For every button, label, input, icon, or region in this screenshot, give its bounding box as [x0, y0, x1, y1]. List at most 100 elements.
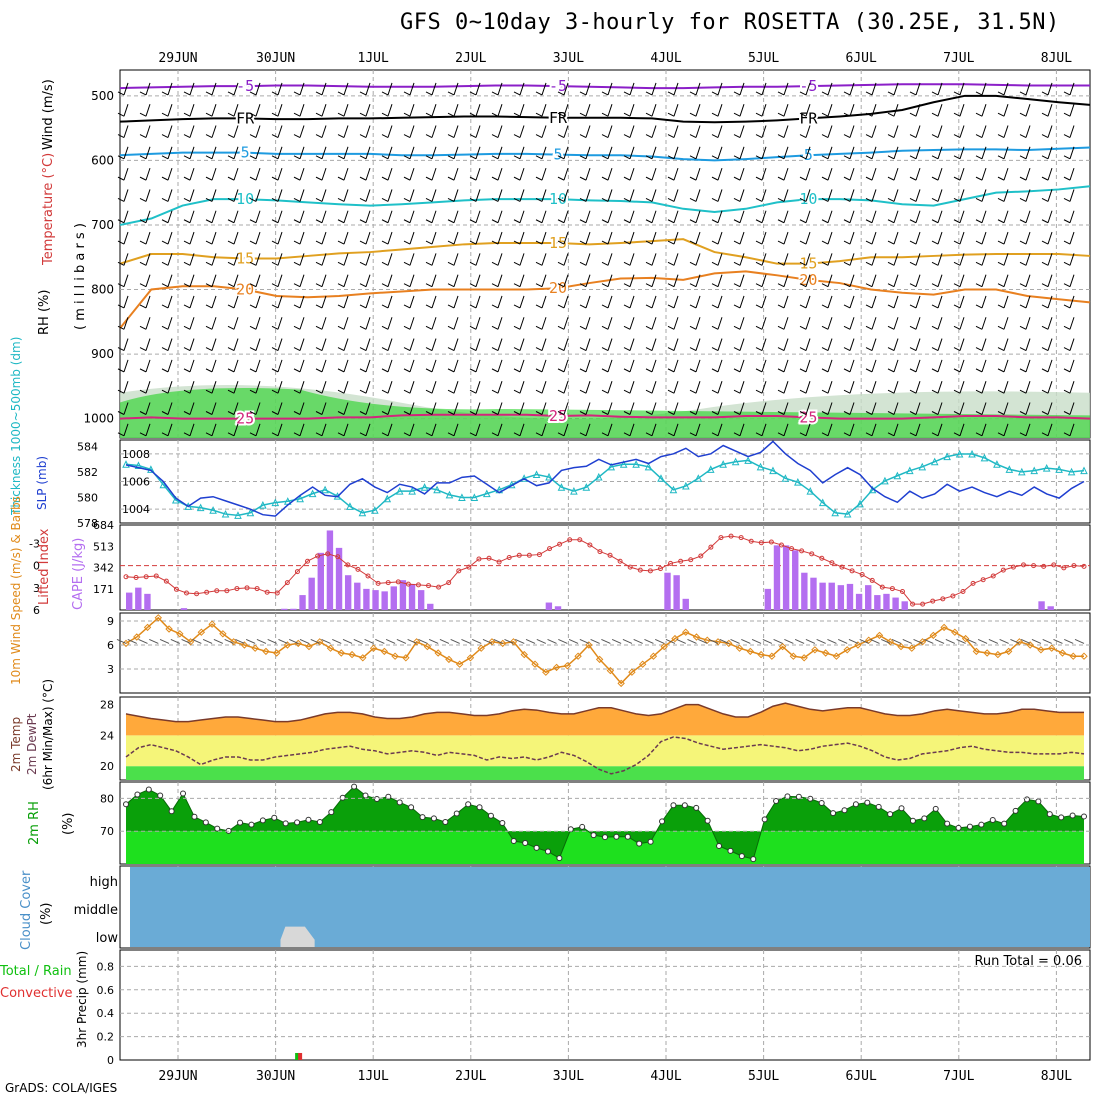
- wind-barb-flag: [909, 432, 917, 437]
- wind-barb-flag: [821, 411, 829, 415]
- wind-barb: [233, 295, 239, 309]
- panel-frame-cape: [119, 524, 1091, 611]
- wind-barb-flag: [161, 91, 169, 96]
- thickness-marker: [234, 511, 242, 519]
- wind-barb-flag: [425, 197, 433, 202]
- wind-barb-flag: [1063, 432, 1071, 437]
- wind-barb-flag: [733, 325, 741, 330]
- wind-barb-flag: [183, 197, 191, 202]
- wind10-barb: [493, 638, 503, 644]
- wind-barb: [563, 125, 569, 138]
- wind10-barb: [633, 638, 643, 644]
- wind-barb-flag: [491, 304, 499, 309]
- wind-barb-flag: [975, 432, 983, 437]
- wind-barb-flag: [733, 347, 741, 352]
- wind-barb-flag: [667, 176, 675, 181]
- wind-barb: [893, 381, 899, 394]
- wind-barb: [563, 253, 569, 266]
- rh-marker: [1035, 798, 1042, 805]
- wind-barb-flag: [249, 347, 257, 352]
- wind-barb-flag: [579, 155, 587, 160]
- wind-barb: [673, 146, 679, 159]
- wind-barb: [739, 381, 745, 394]
- wind10-marker: [886, 638, 894, 646]
- wind-barb-flag: [667, 112, 675, 117]
- li-marker: [224, 588, 230, 594]
- wind-barb: [717, 189, 723, 202]
- wind-barb-flag: [205, 368, 213, 373]
- wind-barb-flag: [337, 283, 345, 288]
- wind-barb-flag: [953, 112, 961, 117]
- wind-barb-flag: [667, 240, 675, 245]
- wind-barb-flag: [975, 219, 983, 224]
- wind-barb-flag: [645, 347, 653, 352]
- wind-barb-flag: [601, 197, 609, 202]
- wind-barb-flag: [161, 325, 169, 330]
- wind-barb: [321, 359, 327, 373]
- wind-barb-flag: [117, 197, 125, 202]
- wind-barb: [673, 104, 679, 117]
- wind-barb: [1003, 295, 1009, 309]
- rh-marker: [556, 855, 563, 862]
- thickness-marker: [458, 493, 466, 501]
- wind-barb-flag: [315, 197, 323, 202]
- wind10-barb: [676, 638, 686, 644]
- wind-barb: [959, 381, 965, 394]
- wind-barb-flag: [755, 261, 763, 266]
- rh-marker: [533, 844, 540, 851]
- wind10-marker: [638, 660, 647, 668]
- li-marker: [385, 580, 391, 586]
- wind10-barb: [278, 638, 288, 644]
- wind-barb: [299, 189, 305, 202]
- wind-barb: [409, 104, 415, 117]
- wind-barb-flag: [535, 219, 543, 224]
- wind10-marker: [326, 644, 335, 652]
- wind-barb-flag: [117, 155, 125, 160]
- wind10-marker: [272, 649, 281, 657]
- wind-barb-flag: [469, 134, 477, 138]
- wind-barb-flag: [447, 240, 455, 245]
- rh-marker: [465, 801, 472, 808]
- wind-barb-flag: [293, 432, 301, 437]
- wind-barb: [805, 125, 811, 138]
- wind-barb: [849, 402, 855, 415]
- wind-barb: [541, 338, 547, 351]
- wind-barb: [563, 146, 569, 159]
- wind-barb-flag: [755, 389, 763, 394]
- wind-barb: [299, 423, 305, 436]
- wind-barb-flag: [227, 261, 235, 266]
- temperature-contour: [119, 238, 1091, 265]
- wind-barb-flag: [623, 389, 631, 394]
- wind-barb-flag: [689, 240, 697, 245]
- wind-barb: [475, 317, 481, 330]
- wind10-barb: [902, 638, 912, 644]
- wind-barb-flag: [205, 325, 213, 330]
- wind-barb: [475, 210, 481, 223]
- wind-barb-flag: [1041, 411, 1049, 415]
- wind-barb: [805, 423, 811, 436]
- yunit-cloud: (%): [39, 903, 54, 926]
- wind-barb: [167, 423, 173, 436]
- wind-barb-flag: [909, 91, 917, 96]
- wind-barb: [959, 402, 965, 415]
- wind-barb: [915, 189, 921, 202]
- wind-barb-flag: [535, 240, 543, 245]
- wind-barb-flag: [403, 155, 411, 160]
- wind-barb-flag: [315, 240, 323, 245]
- wind-barb: [871, 274, 877, 287]
- wind-barb-flag: [513, 112, 521, 117]
- wind-barb-flag: [359, 304, 367, 309]
- wind-barb-flag: [667, 347, 675, 352]
- wind-barb: [1069, 317, 1075, 330]
- wind10-marker: [1026, 641, 1034, 649]
- wind-barb: [871, 125, 877, 138]
- wind-barb: [959, 295, 965, 309]
- thickness-marker: [557, 483, 566, 491]
- wind-barb: [783, 146, 789, 159]
- wind-barb-flag: [1019, 197, 1027, 202]
- wind-barb: [717, 295, 723, 309]
- wind-barb-flag: [579, 411, 587, 415]
- wind-barb-flag: [909, 176, 917, 181]
- wind-barb: [123, 167, 129, 181]
